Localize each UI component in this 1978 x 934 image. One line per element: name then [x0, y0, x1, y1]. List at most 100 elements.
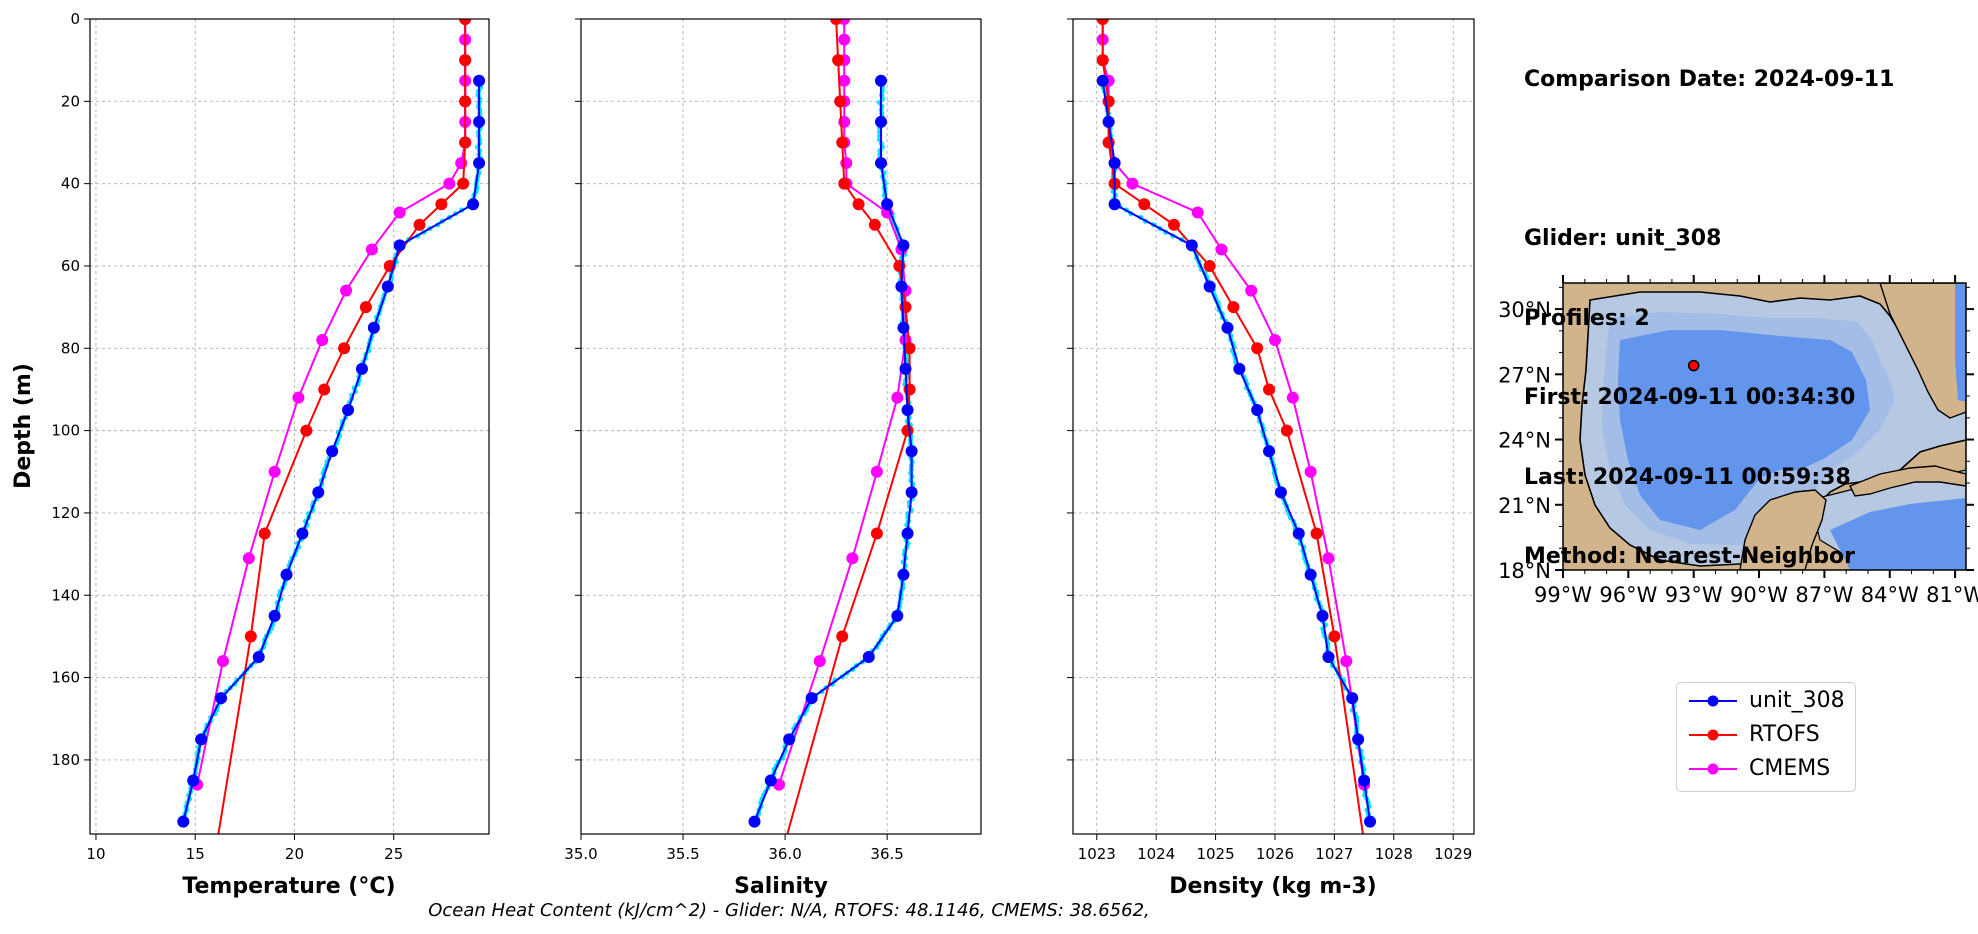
series-point-unit-308 — [342, 404, 355, 417]
series-point-cmems — [455, 157, 468, 170]
series-point-rtofs — [868, 218, 881, 231]
series-point-rtofs — [838, 177, 851, 190]
series-line-cmems — [196, 19, 467, 785]
lon-tick-label: 96°W — [1599, 583, 1657, 607]
series-point-cmems — [365, 243, 378, 256]
salinity-yticks — [575, 18, 581, 761]
lon-tick-label: 87°W — [1795, 583, 1853, 607]
x-tick-label: 1023 — [1078, 845, 1116, 863]
series-point-rtofs — [359, 301, 372, 314]
series-point-cmems — [268, 465, 281, 478]
legend: unit_308 RTOFS CMEMS — [1676, 682, 1856, 792]
series-line-cmems — [1101, 19, 1366, 785]
x-tick-label: 1027 — [1315, 845, 1353, 863]
density-panel: 1023 1024 1025 1026 1027 1028 1029 Density (kg… — [1067, 18, 1475, 899]
glider-name: Glider: unit_308 — [1524, 226, 1722, 251]
glider-position-marker — [1687, 359, 1700, 372]
series-point-unit-308 — [177, 815, 190, 828]
density-yticks — [1067, 18, 1073, 761]
series-point-unit-308 — [897, 239, 910, 252]
salinity-xlabel: Salinity — [734, 874, 828, 899]
density-grid — [1073, 18, 1474, 834]
series-point-rtofs — [1263, 383, 1276, 396]
series-point-unit-308 — [1364, 815, 1377, 828]
series-point-rtofs — [459, 136, 472, 149]
map-atlantic — [1955, 283, 1966, 402]
series-point-unit-308 — [473, 115, 486, 128]
series-point-rtofs — [211, 836, 223, 848]
first-time: First: 2024-09-11 00:34:30 — [1524, 385, 1856, 410]
series-point-unit-308 — [367, 321, 380, 334]
temperature-xticks: 10 15 20 25 — [86, 834, 403, 863]
series-point-unit-308 — [875, 74, 887, 87]
series-point-rtofs — [1138, 198, 1151, 211]
series-point-unit-308 — [1358, 774, 1371, 787]
series-point-rtofs — [457, 177, 470, 190]
series-point-cmems — [242, 552, 255, 565]
salinity-axes-frame — [580, 18, 982, 835]
series-point-unit-308 — [355, 362, 368, 375]
salinity-series — [748, 19, 918, 834]
x-tick-label: 35.0 — [564, 845, 597, 863]
series-point-rtofs — [413, 218, 426, 231]
series-line-unit-308 — [753, 80, 913, 823]
series-point-rtofs — [852, 198, 865, 211]
salinity-grid — [580, 18, 981, 834]
x-tick-label: 1025 — [1196, 845, 1234, 863]
series-point-unit-308 — [897, 568, 910, 581]
series-point-unit-308 — [187, 774, 200, 787]
x-tick-label: 1029 — [1434, 845, 1472, 863]
series-point-cmems — [1286, 391, 1299, 404]
series-point-unit-308 — [901, 404, 914, 417]
density-xticks: 1023 1024 1025 1026 1027 1028 1029 — [1078, 834, 1472, 863]
y-tick-label: 160 — [51, 669, 80, 687]
y-tick-label: 140 — [51, 586, 80, 604]
depth-yticks: 0 20 40 60 80 100 120 140 160 180 — [51, 10, 90, 769]
legend-entry-cmems: CMEMS — [1677, 753, 1855, 785]
x-tick-label: 1028 — [1375, 845, 1413, 863]
comparison-date: Comparison Date: 2024-09-11 — [1524, 67, 1895, 92]
info-block: Comparison Date: 2024-09-11 Glider: unit… — [1524, 14, 1894, 597]
y-tick-label: 60 — [61, 257, 80, 275]
series-point-rtofs — [1096, 19, 1109, 25]
series-point-cmems — [813, 655, 826, 668]
series-point-unit-308 — [764, 774, 777, 787]
series-point-rtofs — [1280, 424, 1293, 437]
series-point-rtofs — [1328, 630, 1341, 643]
series-point-rtofs — [1310, 527, 1323, 540]
series-point-unit-308 — [899, 362, 912, 375]
legend-entry-rtofs: RTOFS — [1677, 719, 1855, 751]
lon-tick-label: 93°W — [1665, 583, 1723, 607]
series-point-cmems — [316, 334, 329, 347]
profile-count: Profiles: 2 — [1524, 305, 1650, 331]
series-point-unit-308 — [901, 527, 914, 540]
series-point-cmems — [443, 177, 456, 190]
series-point-rtofs — [903, 342, 916, 355]
x-tick-label: 15 — [186, 845, 205, 863]
series-point-unit-308 — [895, 280, 908, 293]
series-point-cmems — [1322, 552, 1335, 565]
legend-label-cmems: CMEMS — [1749, 756, 1831, 781]
legend-label-unit-308: unit_308 — [1749, 688, 1845, 713]
series-point-rtofs — [258, 527, 271, 540]
series-point-unit-308 — [783, 733, 796, 746]
series-point-unit-308 — [252, 651, 265, 664]
lon-tick-label: 90°W — [1730, 583, 1788, 607]
y-tick-label: 100 — [51, 422, 80, 440]
series-point-cmems — [1126, 177, 1139, 190]
series-point-rtofs — [834, 95, 847, 108]
x-tick-label: 25 — [384, 845, 403, 863]
lat-tick-label: 18°N — [1498, 559, 1551, 583]
footer-text: Ocean Heat Content (kJ/cm^2) - Glider: N… — [428, 900, 1150, 921]
series-point-rtofs — [1227, 301, 1240, 314]
map-caribbean-deep — [1830, 498, 1966, 570]
series-point-cmems — [340, 284, 353, 297]
lat-tick-label: 27°N — [1498, 363, 1551, 387]
series-point-unit-308 — [1185, 239, 1198, 252]
series-point-cmems — [891, 391, 904, 404]
salinity-panel: 35.0 35.5 36.0 36.5 Salinity — [564, 18, 982, 899]
map-frame — [1562, 282, 1967, 571]
series-point-unit-308 — [905, 486, 918, 499]
temperature-series — [177, 19, 486, 848]
